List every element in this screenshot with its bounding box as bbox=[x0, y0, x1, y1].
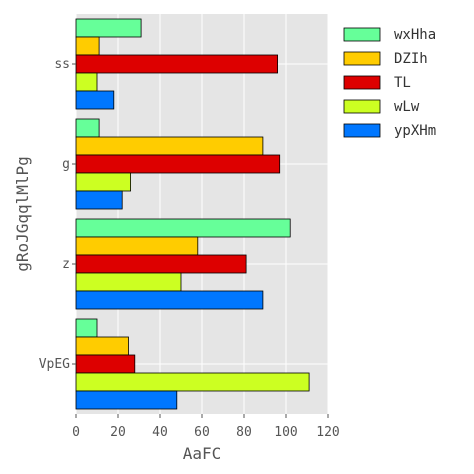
bar-wxHha-z bbox=[75, 218, 291, 238]
y-axis-ticks: VpEG z g ss bbox=[39, 57, 76, 372]
legend-label-DZIh: DZIh bbox=[394, 51, 428, 67]
bar-wLw-VpEG bbox=[75, 372, 310, 392]
y-axis-label: gRoJGqqlMlPg bbox=[13, 156, 32, 272]
bar-TL-VpEG bbox=[75, 354, 136, 374]
bar-wxHha-g bbox=[75, 118, 100, 138]
y-tick-label: z bbox=[62, 257, 70, 272]
bar-TL-g bbox=[75, 154, 281, 174]
bar-wLw-ss bbox=[75, 72, 98, 92]
legend: wxHha DZIh TL wLw ypXHm bbox=[343, 27, 436, 139]
bar-wxHha-ss bbox=[75, 18, 142, 38]
legend-label-wxHha: wxHha bbox=[394, 27, 436, 43]
y-tick-label: ss bbox=[54, 57, 70, 72]
legend-label-wLw: wLw bbox=[394, 99, 420, 115]
bar-ypXHm-VpEG bbox=[75, 390, 178, 410]
x-tick-label: 20 bbox=[110, 425, 126, 440]
legend-swatch-DZIh bbox=[343, 51, 381, 66]
legend-label-TL: TL bbox=[394, 75, 411, 91]
x-tick-label: 120 bbox=[316, 425, 339, 440]
bar-wLw-g bbox=[75, 172, 131, 192]
x-tick-label: 40 bbox=[152, 425, 168, 440]
x-axis-ticks: 0 20 40 60 80 100 120 bbox=[72, 414, 340, 440]
bar-wLw-z bbox=[75, 272, 182, 292]
legend-swatch-ypXHm bbox=[343, 123, 381, 138]
bar-wxHha-VpEG bbox=[75, 318, 98, 338]
x-tick-label: 60 bbox=[194, 425, 210, 440]
x-tick-label: 100 bbox=[274, 425, 297, 440]
bar-ypXHm-z bbox=[75, 290, 264, 310]
x-axis-label: AaFC bbox=[183, 444, 222, 463]
bar-TL-ss bbox=[75, 54, 279, 74]
legend-swatch-TL bbox=[343, 75, 381, 90]
bar-ypXHm-ss bbox=[75, 90, 115, 110]
x-tick-label: 0 bbox=[72, 425, 80, 440]
bar-DZIh-ss bbox=[75, 36, 100, 56]
x-tick-label: 80 bbox=[236, 425, 252, 440]
legend-swatch-wLw bbox=[343, 99, 381, 114]
bar-DZIh-VpEG bbox=[75, 336, 129, 356]
bar-TL-z bbox=[75, 254, 247, 274]
bar-DZIh-g bbox=[75, 136, 264, 156]
y-tick-label: VpEG bbox=[39, 357, 70, 372]
bar-ypXHm-g bbox=[75, 190, 123, 210]
legend-label-ypXHm: ypXHm bbox=[394, 123, 436, 139]
y-tick-label: g bbox=[62, 157, 70, 172]
bar-DZIh-z bbox=[75, 236, 199, 256]
bars bbox=[75, 18, 310, 410]
legend-swatch-wxHha bbox=[343, 27, 381, 42]
